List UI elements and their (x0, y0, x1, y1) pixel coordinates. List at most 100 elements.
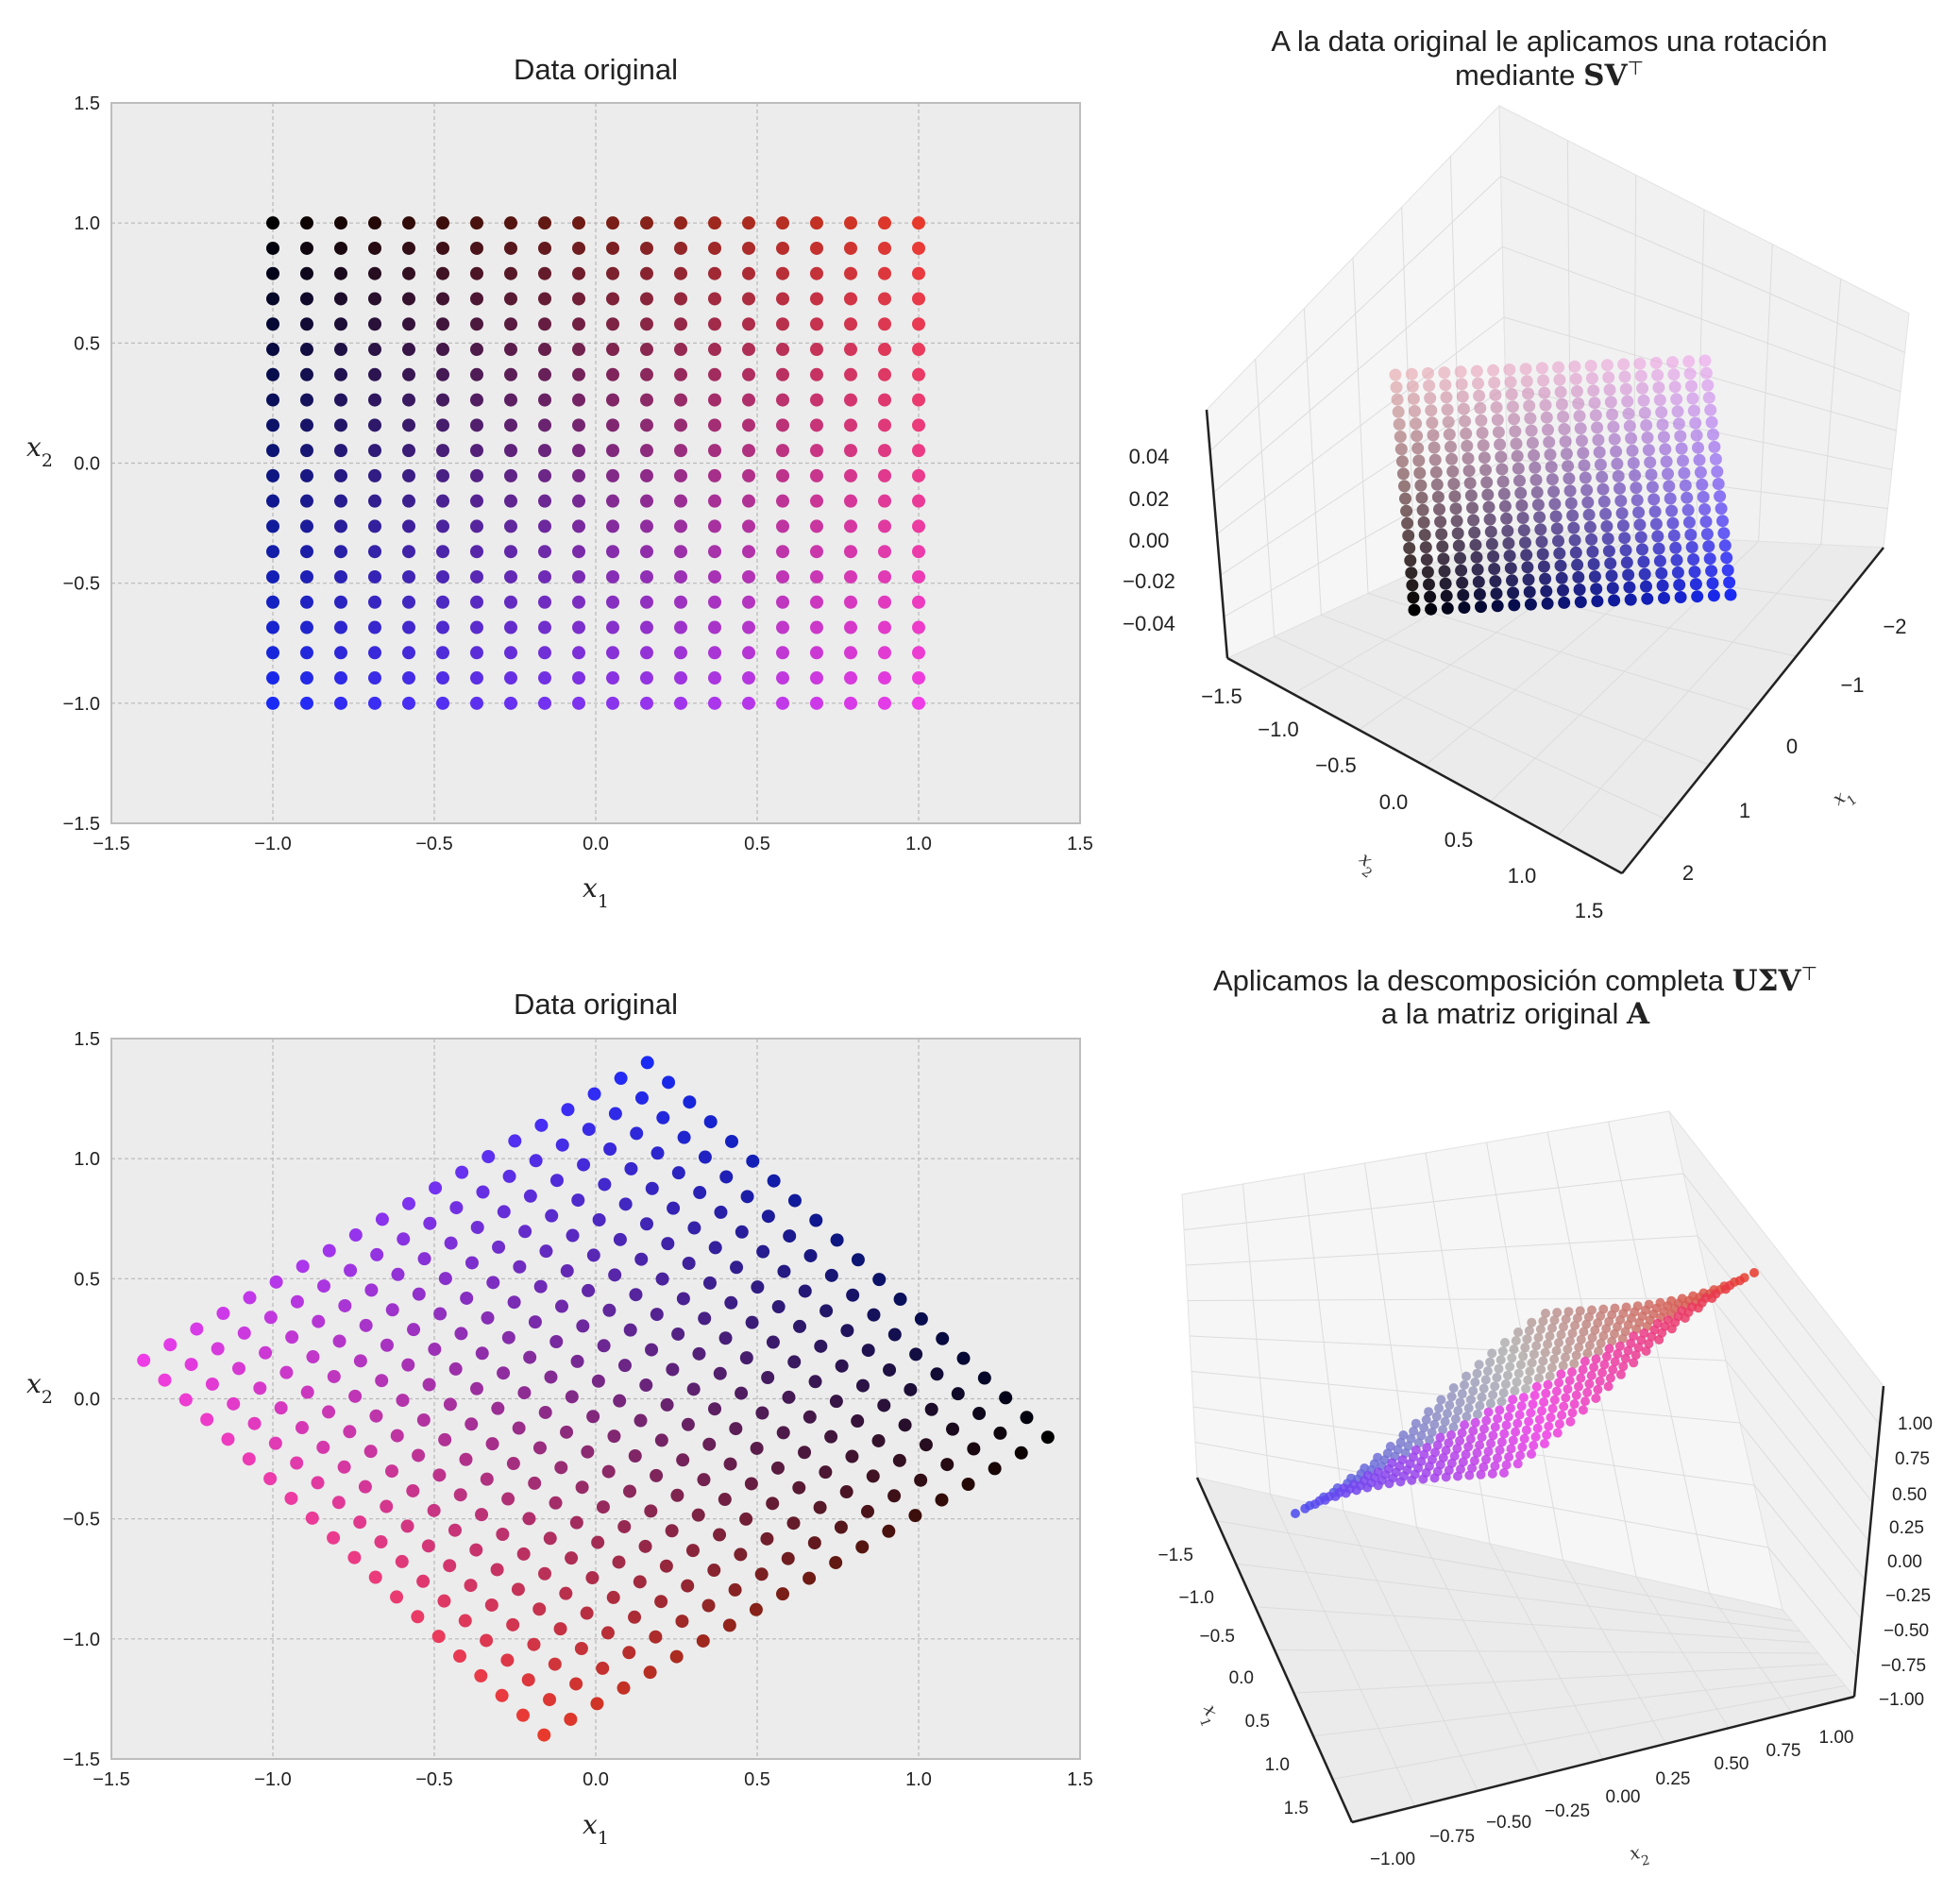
data-point (674, 494, 687, 508)
z-tick-label: 0.75 (1895, 1449, 1930, 1469)
data-point (1568, 533, 1581, 547)
data-point (433, 1307, 448, 1321)
data-point (742, 620, 755, 634)
data-point (1531, 499, 1545, 512)
data-point (1588, 570, 1601, 583)
data-point (1504, 1452, 1514, 1463)
data-point (1413, 1438, 1424, 1448)
data-point (453, 1488, 467, 1502)
data-point (470, 545, 483, 559)
data-point (1461, 439, 1474, 452)
data-point (1488, 1430, 1498, 1441)
data-point (676, 1453, 690, 1467)
data-point (1538, 1316, 1548, 1327)
data-point (266, 367, 279, 381)
data-point (538, 468, 551, 482)
data-point (1684, 528, 1698, 541)
data-point (1547, 1323, 1557, 1333)
data-point (606, 393, 619, 407)
data-point (1462, 1412, 1472, 1422)
data-point (484, 1598, 498, 1612)
data-point (612, 1555, 626, 1569)
data-point (480, 1633, 494, 1648)
data-point (912, 317, 925, 331)
data-point (1392, 405, 1405, 418)
data-point (809, 1213, 823, 1227)
data-point (1675, 442, 1688, 455)
y-tick-label: 0.0 (1379, 790, 1409, 814)
data-point (1666, 516, 1680, 530)
data-point (596, 1500, 610, 1514)
data-point (1475, 1440, 1485, 1450)
data-point (1607, 420, 1620, 433)
data-point (776, 595, 789, 609)
data-point (1734, 1276, 1745, 1286)
data-point (1473, 588, 1486, 600)
data-point (1506, 574, 1518, 587)
data-point (1533, 1332, 1544, 1343)
data-point (1606, 408, 1619, 421)
data-point (1435, 528, 1448, 541)
data-point (693, 1186, 707, 1200)
data-point (359, 1318, 373, 1332)
data-point (491, 1401, 505, 1415)
data-point (912, 620, 925, 634)
data-point (662, 1075, 676, 1090)
data-point (243, 1291, 257, 1305)
data-point (1540, 411, 1553, 424)
data-point (572, 216, 585, 230)
data-point (946, 1422, 959, 1436)
x-tick-label: 1.5 (1284, 1799, 1309, 1818)
data-point (1582, 1348, 1593, 1359)
data-point (1519, 363, 1532, 376)
data-point (538, 266, 551, 280)
data-point (988, 1462, 1002, 1476)
data-point (572, 266, 585, 280)
data-point (1530, 486, 1544, 499)
data-point (708, 545, 721, 559)
x-tick-label: −1.0 (254, 1769, 291, 1790)
data-point (1330, 1491, 1341, 1501)
data-point (1698, 503, 1712, 516)
data-point (1440, 391, 1453, 404)
data-point (1531, 1381, 1542, 1392)
data-point (402, 292, 415, 306)
data-point (572, 418, 585, 432)
data-point (1487, 1348, 1497, 1359)
data-point (1720, 1284, 1731, 1294)
data-point (767, 1174, 781, 1188)
x-tick-label: −1.0 (254, 834, 291, 854)
data-point (1567, 1328, 1578, 1339)
data-point (1590, 583, 1603, 596)
data-point (1642, 444, 1655, 457)
data-point (1604, 557, 1617, 570)
data-point (776, 418, 789, 432)
data-point (1589, 409, 1602, 422)
data-point (640, 569, 653, 583)
data-point (1439, 379, 1452, 392)
data-point (742, 266, 755, 280)
data-point (1520, 549, 1533, 562)
data-point (436, 317, 449, 331)
data-point (776, 519, 789, 533)
data-point (334, 646, 347, 660)
data-point (639, 1378, 653, 1393)
data-point (1701, 379, 1715, 392)
data-point (374, 1535, 388, 1549)
data-point (686, 1382, 701, 1396)
y-tick-label: 0.5 (1445, 828, 1474, 852)
data-point (1617, 358, 1631, 371)
y-tick-label: −1.5 (63, 1750, 100, 1770)
data-point (781, 1551, 795, 1565)
y-tick-label: −0.5 (1315, 753, 1356, 777)
data-point (844, 620, 857, 634)
data-point (1491, 600, 1504, 613)
data-point (211, 1342, 225, 1356)
data-point (1660, 455, 1673, 468)
data-point (674, 646, 687, 660)
data-point (714, 1205, 728, 1219)
data-point (402, 418, 415, 432)
data-point (1718, 539, 1732, 552)
data-point (1446, 1429, 1456, 1440)
data-point (1637, 555, 1650, 568)
